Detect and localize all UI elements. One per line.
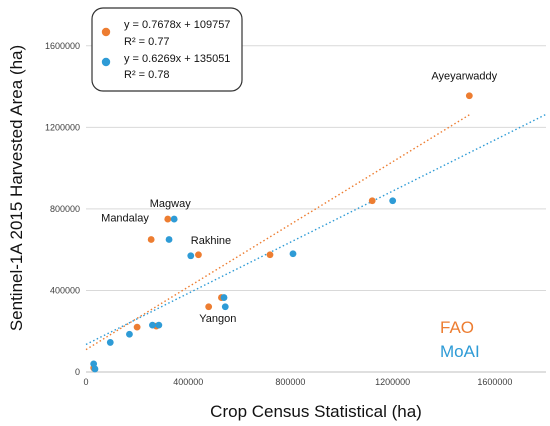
trend-lines [85, 113, 547, 351]
legend: y = 0.7678x + 109757 R² = 0.77 y = 0.626… [91, 7, 243, 92]
legend-marker-fao [101, 27, 111, 37]
series-tag-fao: FAO [440, 318, 474, 337]
point-fao-10 [465, 92, 473, 100]
x-axis: 0 400000 800000 1200000 1600000 [83, 371, 546, 387]
annotation-yangon: Yangon [199, 313, 236, 325]
y-axis-title: Sentinel-1A 2015 Harvested Area (ha) [7, 45, 26, 331]
legend-moai-r2: R² = 0.78 [124, 69, 170, 81]
annotation-magway: Magway [150, 198, 191, 210]
point-moai-4 [149, 321, 156, 329]
series-tag-moai: MoAI [440, 342, 480, 361]
data-points [90, 92, 473, 373]
point-moai-12 [389, 197, 397, 205]
point-fao-1 [133, 323, 141, 331]
x-tick-label-2: 800000 [275, 377, 305, 387]
x-tick-label-0: 0 [83, 377, 88, 387]
x-axis-title: Crop Census Statistical (ha) [210, 402, 422, 421]
annotation-rakhine: Rakhine [191, 235, 231, 247]
point-fao-3 [147, 236, 155, 243]
point-moai-2 [106, 339, 114, 346]
point-moai-8 [187, 252, 195, 260]
annotation-mandalay: Mandalay [101, 212, 149, 224]
point-moai-10 [221, 303, 229, 311]
point-moai-6 [165, 236, 173, 243]
point-moai-5 [155, 321, 163, 329]
legend-box [91, 7, 243, 92]
y-tick-label-3: 1200000 [45, 122, 80, 132]
x-tick-label-4: 1600000 [477, 377, 512, 387]
x-tick-label-3: 1200000 [375, 377, 410, 387]
trendline-moai [85, 113, 547, 346]
trendline-fao [85, 114, 470, 351]
point-moai-1 [91, 365, 99, 373]
point-fao-5 [195, 251, 202, 259]
legend-fao-equation: y = 0.7678x + 109757 [124, 19, 230, 31]
y-tick-label-2: 800000 [50, 204, 80, 214]
point-fao-8 [266, 251, 274, 259]
point-fao-4 [164, 215, 172, 223]
y-tick-label-1: 400000 [50, 285, 80, 295]
point-moai-3 [126, 330, 133, 338]
point-moai-11 [289, 250, 297, 258]
y-axis-ticks: 0 400000 800000 1200000 1600000 [45, 41, 80, 377]
point-fao-6 [205, 303, 213, 311]
y-tick-label-0: 0 [75, 367, 80, 377]
annotation-ayeyarwaddy: Ayeyarwaddy [431, 71, 497, 83]
y-tick-label-4: 1600000 [45, 41, 80, 51]
legend-fao-r2: R² = 0.77 [124, 36, 170, 48]
point-moai-7 [170, 215, 178, 223]
point-moai-0 [90, 360, 98, 368]
point-moai-9 [220, 294, 228, 301]
point-fao-9 [368, 197, 376, 205]
legend-moai-equation: y = 0.6269x + 135051 [124, 53, 230, 65]
x-tick-label-1: 400000 [173, 377, 203, 387]
legend-marker-moai [101, 57, 111, 67]
